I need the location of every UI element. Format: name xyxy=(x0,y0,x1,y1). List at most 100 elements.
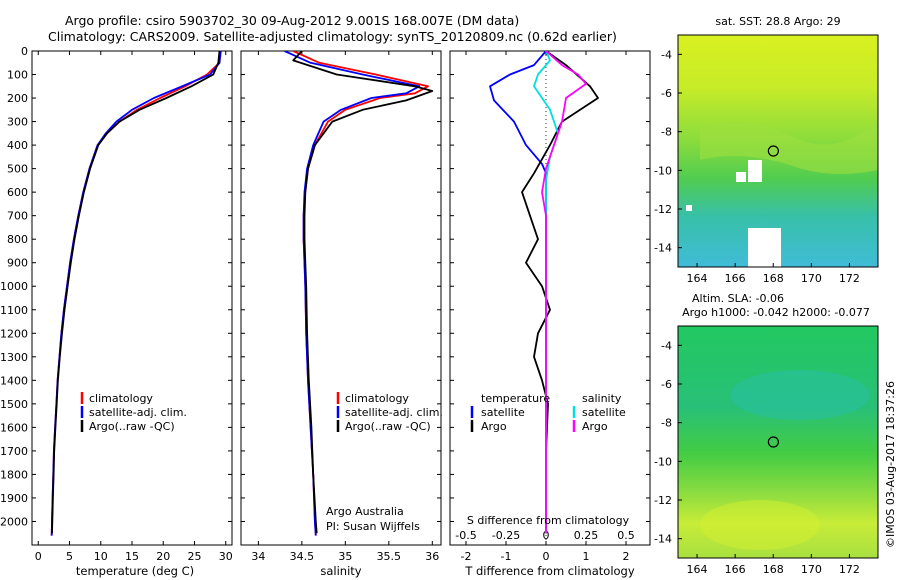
temperature-series xyxy=(50,51,222,536)
series-line-argo-raw-qc- xyxy=(292,51,434,534)
legend-label-climatology: climatology xyxy=(345,392,409,405)
map-y-tick-label: -4 xyxy=(661,48,672,61)
depth-tick-label: 1600 xyxy=(0,421,28,434)
depth-tick-label: 400 xyxy=(7,139,28,152)
x-tick-label: 34 xyxy=(251,550,265,563)
temperature-xlabel: temperature (deg C) xyxy=(76,564,194,578)
sla-map-frame xyxy=(677,325,879,559)
depth-tick-label: 2000 xyxy=(0,515,28,528)
sla-map: 164 166 168 170 172 -4 -6 -8 -10 -12 -14 xyxy=(654,325,879,576)
depth-tick-label: 1400 xyxy=(0,374,28,387)
depth-tick-label: 200 xyxy=(7,92,28,105)
temperature-legend: climatology satellite-adj. clim. Argo(..… xyxy=(80,392,187,433)
map-y-tick-label: -4 xyxy=(661,339,672,352)
sla-argo-location-marker xyxy=(767,436,779,448)
x-tick-label: 0 xyxy=(35,550,42,563)
salinity-series xyxy=(284,51,434,536)
series-line-argo xyxy=(521,51,599,534)
map-y-tick-label: -8 xyxy=(661,417,672,430)
map-x-tick-label: 166 xyxy=(725,272,746,285)
legend-label-argo: Argo(..raw -QC) xyxy=(89,420,175,433)
temperature-axes: 0 5 10 15 20 25 30 xyxy=(32,50,233,563)
imos-credit: ©IMOS 03-Aug-2017 18:37:26 xyxy=(884,381,897,548)
legend-header-salinity: salinity xyxy=(582,392,622,405)
s-scale-tick-label: 0.5 xyxy=(617,529,635,542)
salinity-legend: climatology satellite-adj. clim. Argo(..… xyxy=(336,392,443,433)
s-scale-tick-label: -0.25 xyxy=(492,529,520,542)
sst-map-cloud-gap xyxy=(748,228,781,267)
difference-panel xyxy=(449,50,651,546)
difference-xlabel: T difference from climatology xyxy=(464,564,635,578)
depth-tick-label: 1300 xyxy=(0,351,28,364)
legend-label-satellite: satellite-adj. clim. xyxy=(89,406,187,419)
map-x-tick-label: 168 xyxy=(763,563,784,576)
x-tick-label: 15 xyxy=(125,550,139,563)
depth-tick-label: 700 xyxy=(7,210,28,223)
map-x-tick-label: 170 xyxy=(801,272,822,285)
depth-tick-label: 1800 xyxy=(0,468,28,481)
sla-map-high-patch xyxy=(730,370,870,420)
series-line-argo xyxy=(541,51,587,534)
depth-tick-label: 1100 xyxy=(0,304,28,317)
map-y-tick-label: -12 xyxy=(654,203,672,216)
series-line-satellite xyxy=(489,51,547,534)
x-tick-label: 35.5 xyxy=(377,550,402,563)
sla-map-low-patch xyxy=(700,500,820,550)
sst-map-title: sat. SST: 28.8 Argo: 29 xyxy=(715,15,840,28)
sst-map-warm-streak xyxy=(700,120,878,174)
temperature-panel xyxy=(31,50,233,546)
legend-label-satellite: satellite-adj. clim. xyxy=(345,406,443,419)
x-tick-label: 5 xyxy=(66,550,73,563)
legend-header-temperature: temperature xyxy=(481,392,550,405)
depth-tick-label: 100 xyxy=(7,69,28,82)
x-tick-label: 20 xyxy=(156,550,170,563)
figure-title-line1: Argo profile: csiro 5903702_30 09-Aug-20… xyxy=(65,13,519,28)
sst-map-cloud-gap xyxy=(736,172,746,182)
depth-tick-label: 1700 xyxy=(0,445,28,458)
map-y-tick-label: -14 xyxy=(654,242,672,255)
depth-tick-label: 600 xyxy=(7,186,28,199)
legend-label-temperature-argo: Argo xyxy=(481,420,507,433)
sst-map-frame xyxy=(677,34,879,268)
map-x-tick-label: 172 xyxy=(839,563,860,576)
sst-map-axes: 164 166 168 170 172 -4 -6 -8 -10 -12 -14 xyxy=(654,48,860,285)
sla-map-axes: 164 166 168 170 172 -4 -6 -8 -10 -12 -14 xyxy=(654,339,860,576)
x-tick-label: -2 xyxy=(461,550,472,563)
s-scale-tick-label: -0.5 xyxy=(455,529,476,542)
depth-tick-label: 300 xyxy=(7,116,28,129)
x-tick-label: 30 xyxy=(219,550,233,563)
depth-tick-label: 1000 xyxy=(0,280,28,293)
depth-tick-label: 1200 xyxy=(0,327,28,340)
salinity-annotation-line2: PI: Susan Wijffels xyxy=(326,520,420,533)
difference-top-xlabel: S difference from climatology xyxy=(467,514,630,527)
sst-map: 164 166 168 170 172 -4 -6 -8 -10 -12 -14 xyxy=(654,34,879,285)
x-tick-label: 2 xyxy=(623,550,630,563)
sla-map-subtitle: Argo h1000: -0.042 h2000: -0.077 xyxy=(682,306,870,319)
series-line-satellite xyxy=(533,51,559,534)
map-x-tick-label: 164 xyxy=(687,272,708,285)
difference-series xyxy=(489,51,599,534)
depth-tick-label: 800 xyxy=(7,233,28,246)
sst-map-cloud-gap xyxy=(748,160,762,182)
series-line-argo-raw-qc- xyxy=(51,51,221,534)
difference-legend: temperature satellite Argo salinity sate… xyxy=(470,392,626,433)
difference-axes: -2 -1 0 1 2-0.5 -0.25 0 0.25 0.5 xyxy=(450,50,650,563)
map-x-tick-label: 164 xyxy=(687,563,708,576)
legend-label-climatology: climatology xyxy=(89,392,153,405)
x-tick-label: 35 xyxy=(338,550,352,563)
map-x-tick-label: 166 xyxy=(725,563,746,576)
sst-map-cloud-gap xyxy=(686,205,692,211)
x-tick-label: -1 xyxy=(501,550,512,563)
map-y-tick-label: -6 xyxy=(661,87,672,100)
x-tick-label: 36 xyxy=(425,550,439,563)
map-x-tick-label: 168 xyxy=(763,272,784,285)
depth-tick-label: 1900 xyxy=(0,492,28,505)
sst-argo-location-marker xyxy=(767,145,779,157)
s-scale-tick-label: 0.25 xyxy=(574,529,599,542)
legend-label-argo: Argo(..raw -QC) xyxy=(345,420,431,433)
x-tick-label: 0 xyxy=(543,550,550,563)
salinity-axes: 34 34.5 35 35.5 36 xyxy=(241,50,441,563)
sla-map-title: Altim. SLA: -0.06 xyxy=(692,292,784,305)
x-tick-label: 1 xyxy=(583,550,590,563)
